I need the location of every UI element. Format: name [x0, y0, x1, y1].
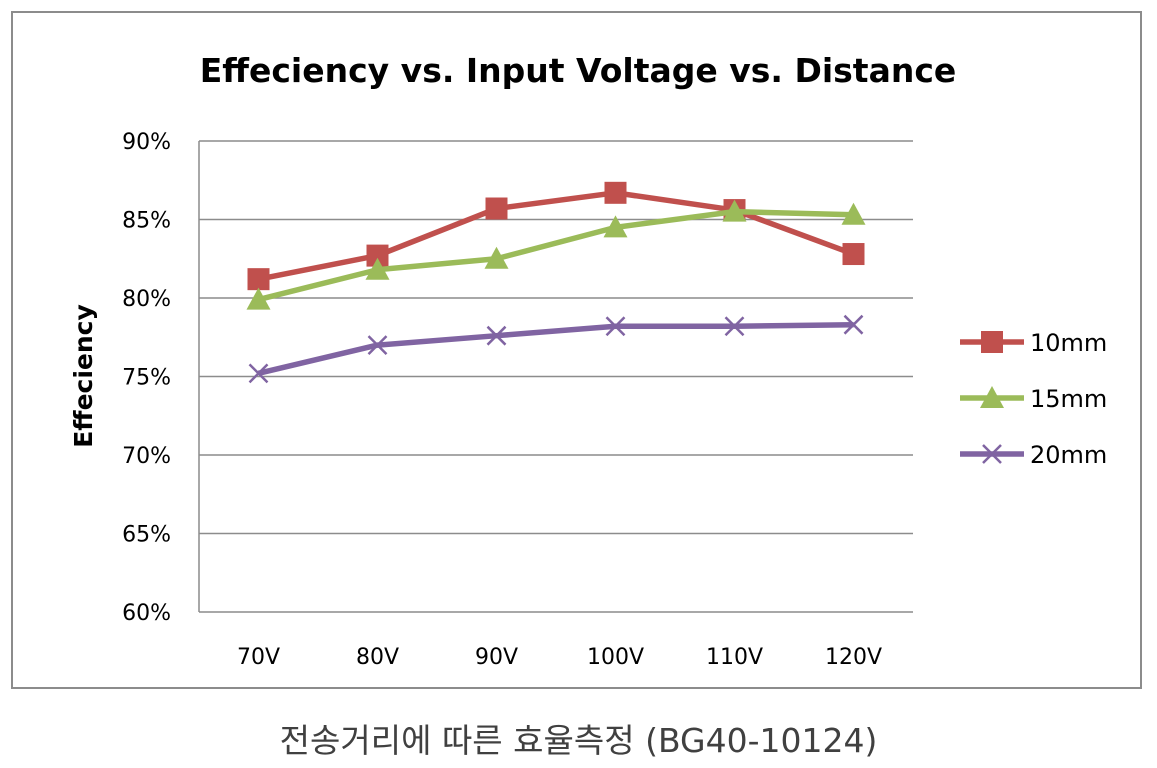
data-point [246, 287, 271, 310]
data-point [842, 243, 865, 266]
legend-entry: 15mm [960, 385, 1107, 413]
x-tick-label: 70V [237, 645, 280, 670]
data-point [605, 316, 626, 337]
data-point [722, 199, 747, 222]
data-point [603, 215, 628, 238]
legend-entry: 10mm [960, 329, 1107, 357]
x-tick-label: 80V [356, 645, 399, 670]
series-20mm [248, 314, 864, 384]
data-point [365, 257, 390, 280]
legend-label: 20mm [1030, 441, 1107, 469]
x-axis-ticks: 70V 80V 90V 100V 110V 120V [237, 645, 882, 670]
data-point [247, 268, 270, 291]
figure-caption: 전송거리에 따른 효율측정 (BG40-10124) [279, 721, 878, 760]
series-15mm [246, 199, 866, 310]
chart-title: Effeciency vs. Input Voltage vs. Distanc… [200, 51, 957, 90]
data-point [486, 325, 507, 346]
legend-marker [981, 331, 1003, 353]
data-point [724, 316, 745, 337]
y-tick-label: 70% [122, 444, 171, 469]
series-line [257, 208, 854, 303]
series-layer [246, 181, 866, 384]
y-axis-ticks: 60% 65% 70% 75% 80% 85% 90% [122, 130, 171, 626]
y-tick-label: 90% [122, 130, 171, 155]
data-point [604, 181, 627, 204]
data-point [366, 244, 389, 267]
x-tick-label: 110V [706, 645, 763, 670]
series-line [257, 190, 855, 282]
line-chart: Effeciency vs. Input Voltage vs. Distanc… [69, 51, 1107, 670]
x-tick-label: 90V [475, 645, 518, 670]
y-axis-label: Effeciency [69, 304, 98, 448]
legend-label: 15mm [1030, 385, 1107, 413]
legend-marker [980, 386, 1004, 408]
data-point [841, 202, 866, 225]
series-10mm [247, 181, 865, 291]
data-point [843, 314, 864, 335]
data-point [485, 197, 508, 220]
legend-marker [982, 444, 1002, 464]
y-tick-label: 60% [122, 601, 171, 626]
y-tick-label: 85% [122, 209, 171, 234]
series-line [257, 321, 854, 377]
legend-entry: 20mm [960, 441, 1107, 469]
x-tick-label: 120V [825, 645, 882, 670]
data-point [248, 363, 269, 384]
legend-label: 10mm [1030, 329, 1107, 357]
legend: 10mm 15mm 20mm [960, 329, 1107, 469]
x-tick-label: 100V [587, 645, 644, 670]
y-tick-label: 65% [122, 523, 171, 548]
data-point [484, 246, 509, 269]
y-tick-label: 75% [122, 366, 171, 391]
data-point [367, 335, 388, 355]
gridlines [198, 140, 913, 613]
y-tick-label: 80% [122, 287, 171, 312]
